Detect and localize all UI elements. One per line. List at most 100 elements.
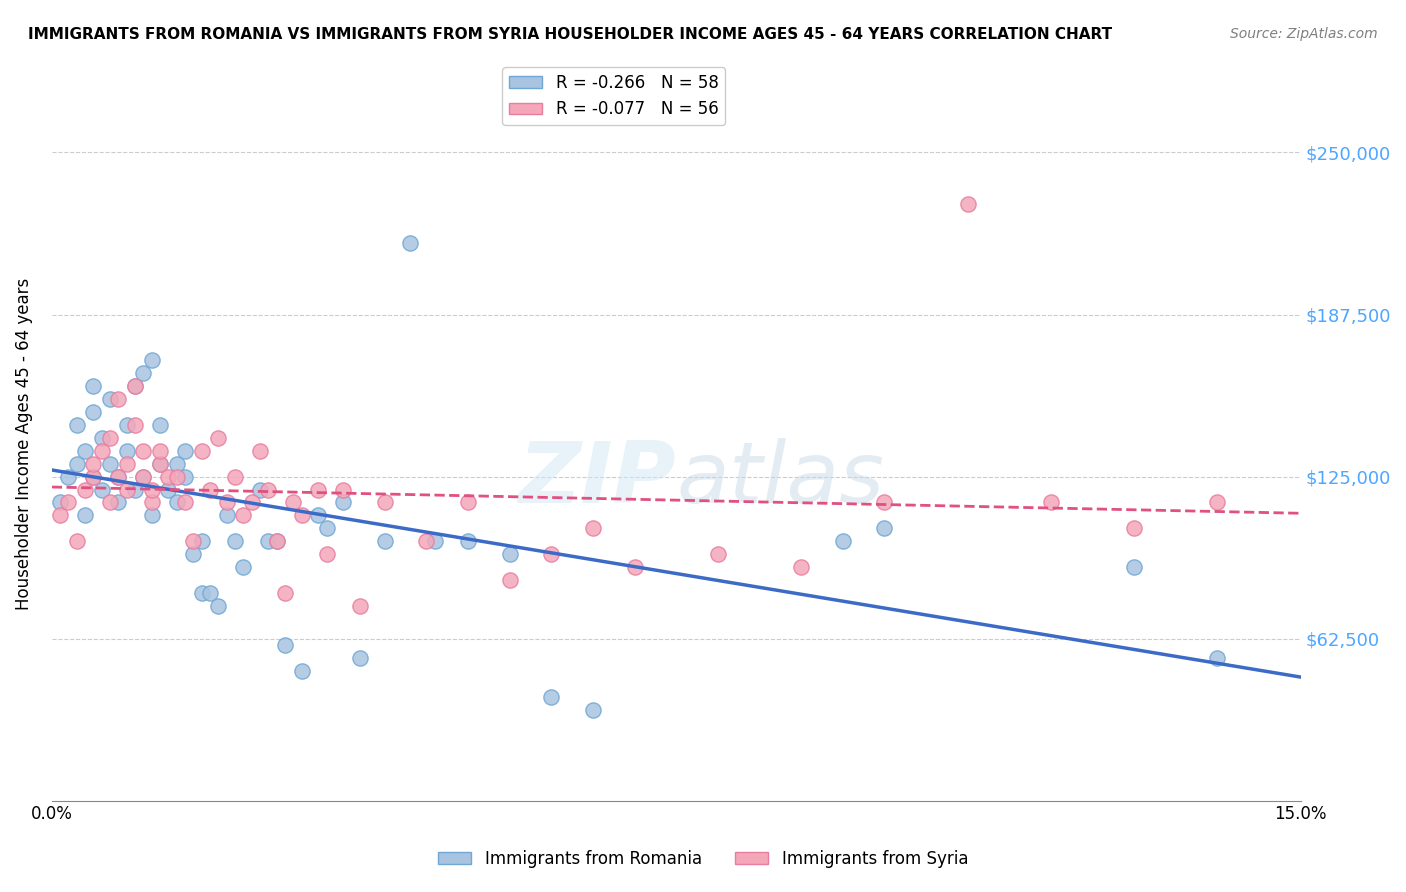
Point: [149, 457, 172, 471]
Point: [66, 417, 89, 432]
Point: [582, 703, 605, 717]
Point: [415, 534, 437, 549]
Point: [124, 483, 146, 497]
Point: [98, 392, 121, 406]
Point: [290, 664, 312, 678]
Point: [149, 417, 172, 432]
Point: [257, 534, 280, 549]
Point: [198, 483, 221, 497]
Point: [349, 599, 371, 614]
Point: [190, 586, 212, 600]
Point: [956, 197, 979, 211]
Point: [240, 495, 263, 509]
Point: [141, 483, 163, 497]
Point: [141, 352, 163, 367]
Point: [82, 469, 104, 483]
Point: [307, 483, 329, 497]
Point: [499, 547, 522, 561]
Point: [790, 560, 813, 574]
Point: [224, 469, 246, 483]
Point: [499, 574, 522, 588]
Point: [181, 534, 204, 549]
Point: [174, 469, 197, 483]
Point: [107, 495, 129, 509]
Point: [224, 534, 246, 549]
Point: [215, 508, 238, 523]
Point: [332, 483, 354, 497]
Point: [66, 534, 89, 549]
Point: [181, 547, 204, 561]
Point: [623, 560, 645, 574]
Point: [1206, 495, 1229, 509]
Point: [290, 508, 312, 523]
Point: [90, 483, 112, 497]
Point: [90, 443, 112, 458]
Point: [166, 495, 188, 509]
Point: [124, 417, 146, 432]
Point: [98, 457, 121, 471]
Point: [82, 469, 104, 483]
Point: [107, 469, 129, 483]
Text: IMMIGRANTS FROM ROMANIA VS IMMIGRANTS FROM SYRIA HOUSEHOLDER INCOME AGES 45 - 64: IMMIGRANTS FROM ROMANIA VS IMMIGRANTS FR…: [28, 27, 1112, 42]
Point: [49, 495, 72, 509]
Point: [457, 495, 479, 509]
Point: [831, 534, 853, 549]
Point: [58, 495, 80, 509]
Point: [582, 521, 605, 535]
Point: [107, 469, 129, 483]
Point: [274, 638, 297, 652]
Point: [157, 469, 180, 483]
Point: [215, 495, 238, 509]
Point: [190, 534, 212, 549]
Point: [1206, 651, 1229, 665]
Point: [374, 495, 396, 509]
Point: [873, 495, 896, 509]
Point: [315, 547, 337, 561]
Point: [73, 483, 96, 497]
Point: [374, 534, 396, 549]
Point: [257, 483, 280, 497]
Point: [174, 495, 197, 509]
Point: [166, 457, 188, 471]
Y-axis label: Householder Income Ages 45 - 64 years: Householder Income Ages 45 - 64 years: [15, 278, 32, 610]
Point: [124, 379, 146, 393]
Point: [1039, 495, 1062, 509]
Point: [157, 483, 180, 497]
Point: [115, 443, 138, 458]
Point: [90, 431, 112, 445]
Point: [207, 431, 229, 445]
Point: [149, 457, 172, 471]
Point: [1123, 521, 1146, 535]
Point: [315, 521, 337, 535]
Point: [249, 483, 271, 497]
Text: atlas: atlas: [676, 438, 884, 521]
Point: [132, 469, 155, 483]
Point: [232, 560, 254, 574]
Point: [198, 586, 221, 600]
Point: [149, 443, 172, 458]
Point: [132, 366, 155, 380]
Point: [266, 534, 288, 549]
Point: [98, 495, 121, 509]
Point: [73, 443, 96, 458]
Point: [232, 508, 254, 523]
Point: [266, 534, 288, 549]
Point: [58, 469, 80, 483]
Point: [249, 443, 271, 458]
Point: [307, 508, 329, 523]
Legend: R = -0.266   N = 58, R = -0.077   N = 56: R = -0.266 N = 58, R = -0.077 N = 56: [502, 68, 725, 125]
Point: [82, 457, 104, 471]
Point: [174, 443, 197, 458]
Point: [457, 534, 479, 549]
Point: [707, 547, 730, 561]
Text: ZIP: ZIP: [519, 438, 676, 521]
Legend: Immigrants from Romania, Immigrants from Syria: Immigrants from Romania, Immigrants from…: [432, 844, 974, 875]
Point: [82, 405, 104, 419]
Point: [73, 508, 96, 523]
Point: [398, 236, 420, 251]
Text: Source: ZipAtlas.com: Source: ZipAtlas.com: [1230, 27, 1378, 41]
Point: [166, 469, 188, 483]
Point: [115, 417, 138, 432]
Point: [115, 483, 138, 497]
Point: [540, 690, 562, 704]
